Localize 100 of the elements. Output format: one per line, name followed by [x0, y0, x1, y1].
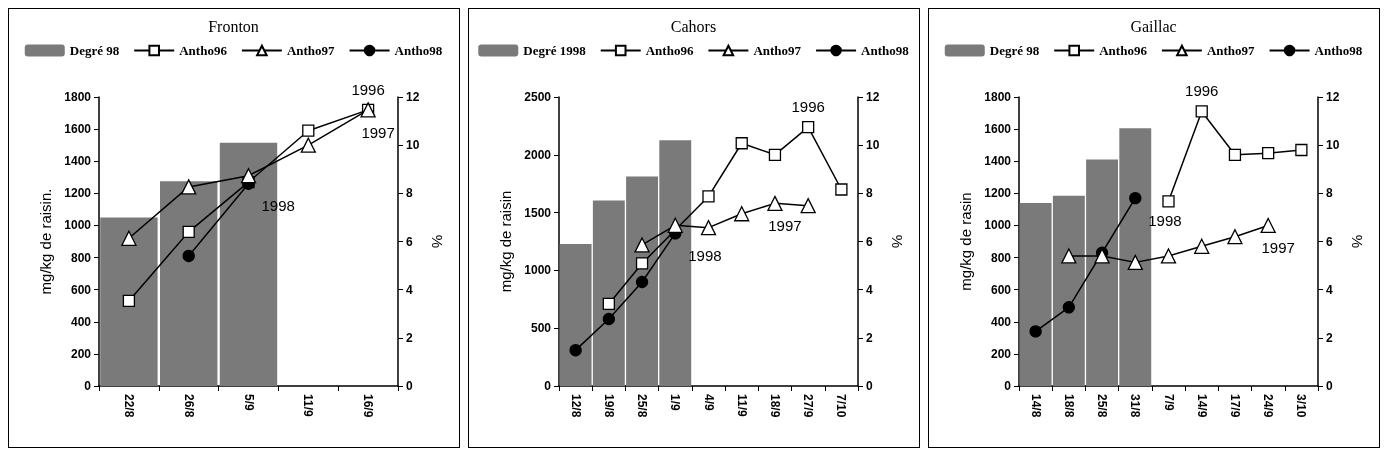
y-tick-label: 0: [84, 379, 92, 393]
y2-tick-label: 0: [1326, 379, 1333, 393]
legend-label: Antho98: [394, 43, 443, 58]
y-tick-label: 1600: [64, 122, 92, 137]
legend-label: Degré 98: [989, 43, 1040, 58]
y2-tick-label: 6: [1326, 234, 1333, 249]
x-tick-label: 17/9: [1227, 394, 1242, 418]
y-tick-label: 1800: [984, 90, 1012, 104]
y-axis-title: mg/kg de rasin: [957, 192, 974, 291]
annotation: 1998: [261, 197, 295, 215]
y-tick-label: 600: [70, 282, 92, 297]
y2-axis-title: %: [889, 234, 907, 249]
x-tick-label: 11/9: [734, 394, 749, 418]
legend-label: Antho97: [753, 43, 802, 58]
y-tick-label: 0: [1004, 379, 1012, 393]
x-tick-label: 16/9: [361, 394, 376, 418]
x-tick-label: 26/8: [181, 394, 196, 418]
x-tick-label: 18/8: [1061, 394, 1076, 418]
annotation: 1997: [1261, 239, 1295, 257]
y2-tick-label: 2: [1326, 330, 1333, 345]
y-tick-label: 1000: [524, 263, 552, 278]
y-tick-label: 1000: [64, 218, 92, 233]
x-tick-label: 25/8: [1095, 394, 1110, 418]
y2-tick-label: 6: [406, 234, 413, 249]
x-tick-label: 27/9: [801, 394, 816, 418]
y2-axis-title: %: [1349, 234, 1367, 249]
y2-tick-label: 8: [406, 186, 413, 201]
x-tick-label: 24/9: [1261, 394, 1276, 418]
annotation: 1996: [791, 98, 825, 116]
y-tick-label: 400: [990, 314, 1012, 329]
y-tick-label: 500: [530, 321, 552, 336]
y-tick-label: 800: [70, 250, 92, 265]
y2-tick-label: 12: [406, 90, 420, 104]
x-tick-label: 1/9: [668, 394, 683, 412]
annotation: 1996: [1185, 82, 1219, 100]
y-tick-label: 1400: [984, 154, 1012, 169]
annotation: 1997: [768, 217, 802, 235]
x-tick-label: 3/10: [1294, 394, 1309, 418]
y2-tick-label: 0: [406, 379, 413, 393]
y2-tick-label: 10: [1326, 138, 1340, 153]
legend-label: Antho96: [179, 43, 228, 58]
y-tick-label: 600: [990, 282, 1012, 297]
x-tick-label: 4/9: [701, 394, 716, 412]
y-tick-label: 400: [70, 314, 92, 329]
x-tick-label: 14/8: [1028, 394, 1043, 418]
legend-label: Degré 98: [69, 43, 120, 58]
annotation: 1998: [1148, 211, 1182, 229]
y-axis-title: mg/kg de raisin.: [37, 188, 54, 295]
y-tick-label: 200: [70, 346, 92, 361]
x-tick-label: 22/8: [121, 394, 136, 418]
annotation: 1997: [361, 123, 395, 141]
y-tick-label: 800: [990, 250, 1012, 265]
chart-title: Cahors: [670, 17, 717, 35]
annotation: 1996: [351, 80, 385, 98]
x-tick-label: 18/9: [767, 394, 782, 418]
y-tick-label: 2000: [524, 147, 552, 162]
y2-tick-label: 4: [1326, 282, 1333, 297]
x-tick-label: 19/8: [601, 394, 616, 418]
y-tick-label: 1200: [984, 186, 1012, 201]
y2-tick-label: 4: [866, 282, 873, 297]
chart-title: Fronton: [208, 17, 259, 35]
y-tick-label: 1200: [64, 186, 92, 201]
x-tick-label: 7/9: [1161, 394, 1176, 412]
y-tick-label: 1000: [984, 218, 1012, 233]
x-tick-label: 11/9: [301, 394, 316, 418]
y2-tick-label: 6: [866, 234, 873, 249]
legend-label: Antho98: [861, 43, 910, 58]
y2-tick-label: 2: [406, 330, 413, 345]
y-tick-label: 0: [544, 379, 552, 393]
y-tick-label: 1800: [64, 90, 92, 104]
x-tick-label: 7/10: [834, 394, 849, 418]
x-tick-label: 12/8: [568, 394, 583, 418]
y-tick-label: 2500: [524, 90, 552, 104]
y2-tick-label: 0: [866, 379, 873, 393]
annotation: 1998: [688, 246, 722, 264]
y2-tick-label: 10: [406, 138, 420, 153]
y2-tick-label: 2: [866, 330, 873, 345]
x-tick-label: 25/8: [635, 394, 650, 418]
y2-tick-label: 8: [866, 186, 873, 201]
legend-label: Antho96: [645, 43, 694, 58]
y2-tick-label: 10: [866, 138, 880, 153]
legend-label: Antho98: [1314, 43, 1363, 58]
x-tick-label: 31/8: [1128, 394, 1143, 418]
legend-label: Antho96: [1099, 43, 1148, 58]
y-tick-label: 1400: [64, 154, 92, 169]
chart-title: Gaillac: [1130, 17, 1177, 35]
y2-tick-label: 12: [866, 90, 880, 104]
x-tick-label: 5/9: [241, 394, 256, 412]
y2-tick-label: 8: [1326, 186, 1333, 201]
y-tick-label: 1500: [524, 205, 552, 220]
legend-label: Degré 1998: [523, 43, 587, 58]
legend-label: Antho97: [1206, 43, 1256, 58]
y-tick-label: 1600: [984, 122, 1012, 137]
y-tick-label: 200: [990, 346, 1012, 361]
x-tick-label: 14/9: [1194, 394, 1209, 418]
legend-label: Antho97: [286, 43, 336, 58]
y-axis-title: mg/kg de raisin: [497, 190, 514, 293]
y2-tick-label: 12: [1326, 90, 1340, 104]
y2-tick-label: 4: [406, 282, 413, 297]
y2-axis-title: %: [429, 234, 447, 249]
